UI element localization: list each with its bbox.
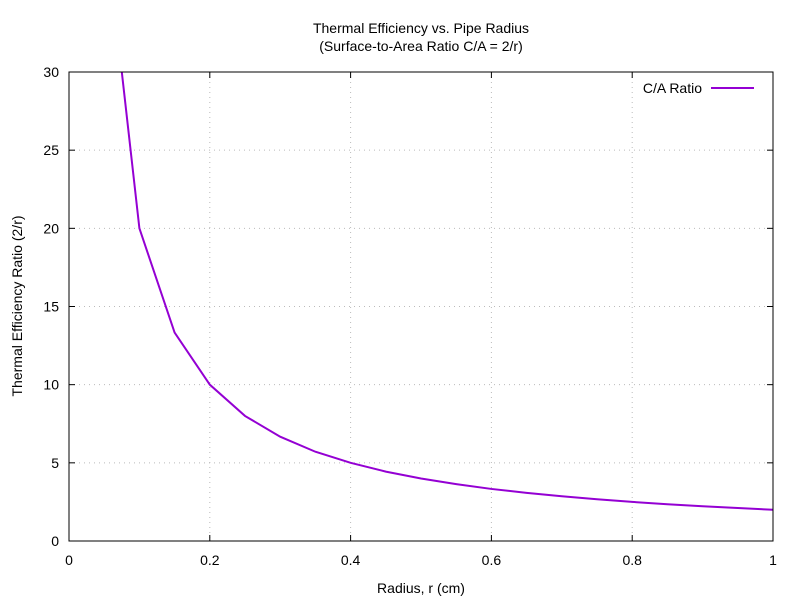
x-tick-label: 0.6 bbox=[482, 552, 502, 568]
legend-label: C/A Ratio bbox=[643, 80, 702, 96]
x-tick-label: 0 bbox=[65, 552, 73, 568]
grid bbox=[69, 72, 773, 541]
x-tick-label: 1 bbox=[769, 552, 777, 568]
y-tick-label: 0 bbox=[51, 533, 59, 549]
chart-title: Thermal Efficiency vs. Pipe Radius bbox=[313, 20, 529, 36]
y-tick-label: 5 bbox=[51, 455, 59, 471]
y-tick-label: 20 bbox=[43, 220, 59, 236]
y-tick-label: 15 bbox=[43, 299, 59, 315]
legend: C/A Ratio bbox=[643, 80, 754, 96]
chart-subtitle: (Surface-to-Area Ratio C/A = 2/r) bbox=[319, 38, 522, 54]
x-axis-label: Radius, r (cm) bbox=[377, 580, 465, 596]
x-tick-label: 0.4 bbox=[341, 552, 361, 568]
y-axis-label: Thermal Efficiency Ratio (2/r) bbox=[9, 215, 25, 396]
plot-border bbox=[68, 71, 774, 542]
y-tick-label: 30 bbox=[43, 64, 59, 80]
x-tick-label: 0.2 bbox=[200, 552, 220, 568]
y-tick-label: 10 bbox=[43, 377, 59, 393]
y-tick-label: 25 bbox=[43, 142, 59, 158]
series-layer bbox=[120, 72, 773, 511]
series-line bbox=[120, 72, 773, 511]
x-tick-label: 0.8 bbox=[622, 552, 642, 568]
